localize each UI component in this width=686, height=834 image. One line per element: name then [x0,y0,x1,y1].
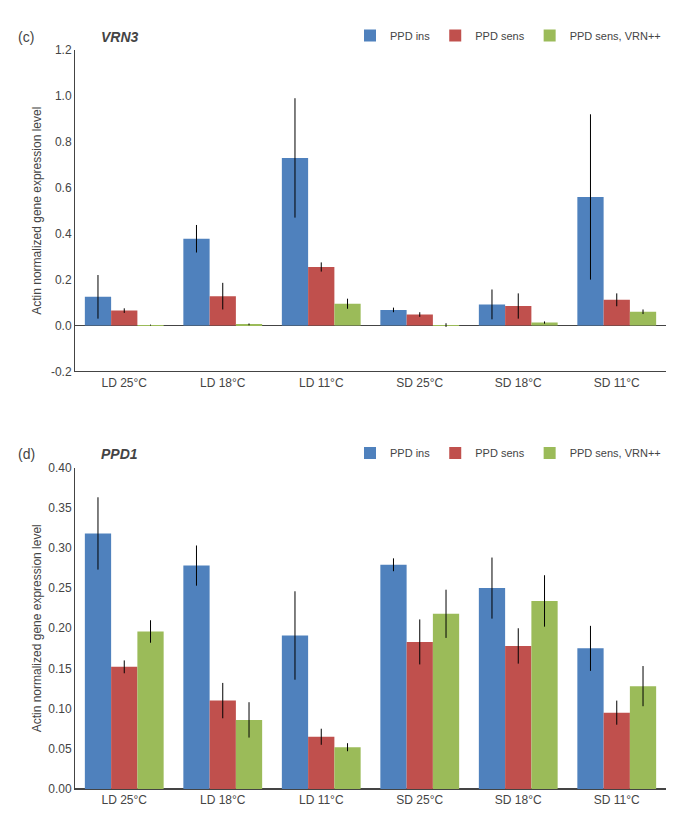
svg-text:1.0: 1.0 [55,89,72,103]
svg-text:SD 11°C: SD 11°C [594,376,640,390]
svg-text:0.25: 0.25 [48,581,72,595]
svg-text:0.35: 0.35 [48,501,72,515]
svg-text:(c): (c) [18,29,34,45]
svg-text:SD 11°C: SD 11°C [594,793,640,807]
svg-text:LD 25°C: LD 25°C [102,376,148,390]
svg-text:PPD sens, VRN++: PPD sens, VRN++ [570,30,661,42]
svg-text:PPD ins: PPD ins [390,30,430,42]
svg-text:PPD sens: PPD sens [475,30,524,42]
svg-text:PPD sens: PPD sens [475,447,524,459]
svg-text:0.0: 0.0 [55,319,72,333]
svg-text:Actin normalized gene expressi: Actin normalized gene expression level [30,107,44,315]
svg-text:0.8: 0.8 [55,135,72,149]
svg-text:0.05: 0.05 [48,742,72,756]
svg-text:LD 11°C: LD 11°C [299,793,344,807]
svg-text:0.6: 0.6 [55,181,72,195]
svg-text:0.15: 0.15 [48,662,72,676]
svg-text:-0.2: -0.2 [51,365,72,379]
svg-text:SD 25°C: SD 25°C [396,376,443,390]
svg-text:0.00: 0.00 [48,782,72,796]
svg-text:LD 11°C: LD 11°C [299,376,344,390]
svg-text:0.10: 0.10 [48,702,72,716]
svg-text:PPD sens, VRN++: PPD sens, VRN++ [570,447,661,459]
svg-text:LD 25°C: LD 25°C [102,793,148,807]
svg-text:LD 18°C: LD 18°C [200,793,246,807]
svg-text:0.40: 0.40 [48,461,72,475]
svg-text:0.20: 0.20 [48,621,72,635]
svg-text:SD 25°C: SD 25°C [396,793,443,807]
svg-text:0.4: 0.4 [55,227,72,241]
svg-text:SD 18°C: SD 18°C [495,376,542,390]
svg-text:SD 18°C: SD 18°C [495,793,542,807]
svg-text:PPD1: PPD1 [101,446,138,462]
svg-text:PPD ins: PPD ins [390,447,430,459]
svg-text:0.30: 0.30 [48,541,72,555]
svg-text:0.2: 0.2 [55,273,72,287]
svg-text:(d): (d) [18,446,35,462]
svg-text:Actin normalized gene expressi: Actin normalized gene expression level [30,524,44,732]
svg-text:1.2: 1.2 [55,43,72,57]
svg-text:VRN3: VRN3 [101,29,139,45]
svg-text:LD 18°C: LD 18°C [200,376,246,390]
